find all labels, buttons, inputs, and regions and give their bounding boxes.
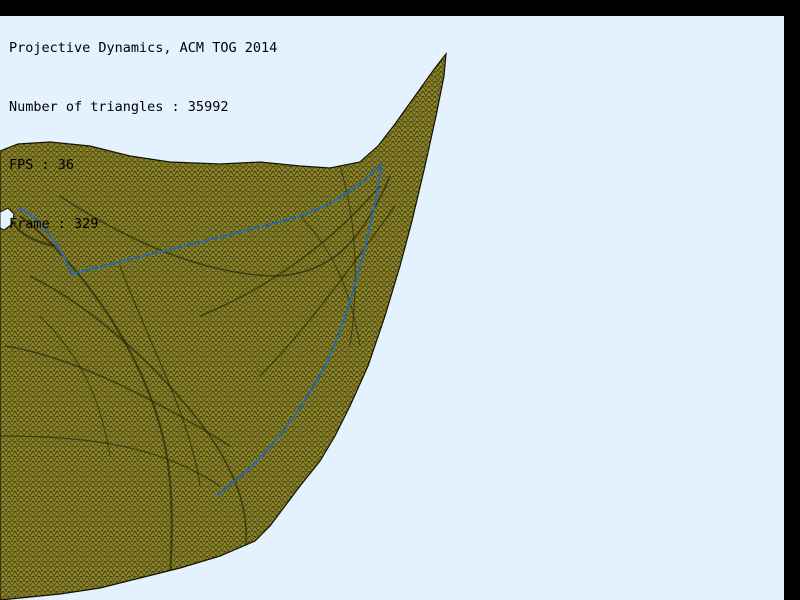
render-viewport[interactable] [0, 16, 784, 600]
cloth-surface [0, 52, 447, 600]
hud-triangle-count: Number of triangles : 35992 [9, 98, 229, 115]
seam-upper [17, 163, 383, 276]
hud-frame: Frame : 329 [9, 215, 99, 232]
hud-title: Projective Dynamics, ACM TOG 2014 [9, 40, 278, 56]
hud-fps: FPS : 36 [9, 157, 75, 173]
cloth-folds [0, 165, 396, 577]
seam-diagonal [214, 163, 383, 497]
cloth-gap [0, 207, 15, 231]
cloth-mesh[interactable] [0, 16, 784, 600]
hud-overlay: Projective Dynamics, ACM TOG 2014 Number… [9, 0, 277, 273]
